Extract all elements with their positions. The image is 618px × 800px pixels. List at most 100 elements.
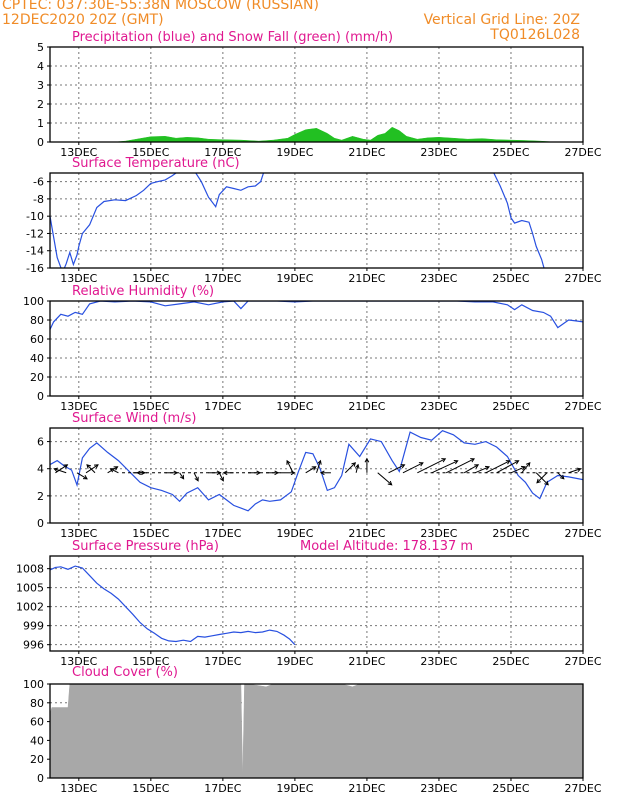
wind-arrow-head [136, 470, 141, 476]
wind-arrow [510, 466, 526, 474]
wind-arrow-head [520, 465, 526, 471]
cloud-xtick-label: 27DEC [564, 782, 601, 795]
wind-ytick-label: 4 [37, 463, 44, 476]
wind-arrow [76, 472, 88, 480]
temp-panel: -16 -14 -12 -10 -8 -6 13DEC 15DEC 17DEC 19DEC 21DE… [26, 156, 602, 285]
temp-xtick-label: 17DEC [204, 272, 241, 285]
pressure-subtitle: Model Altitude: 178.137 m [300, 539, 473, 554]
pressure-xtick-label: 13DEC [60, 655, 97, 668]
rh-ytick-label: 60 [30, 333, 44, 346]
wind-arrow-head [559, 474, 565, 480]
wind-ytick-label: 6 [37, 436, 44, 449]
pressure-data [50, 565, 296, 646]
wind-xtick-label: 15DEC [132, 527, 169, 540]
wind-arrow-head [351, 462, 357, 467]
rh-xtick-label: 21DEC [348, 400, 385, 413]
rh-xtick-label: 13DEC [60, 400, 97, 413]
temp-ytick-label: -8 [33, 193, 44, 206]
wind-arrow-head [364, 457, 370, 463]
wind-arrow-head [216, 470, 222, 476]
wind-arrow [536, 472, 548, 484]
wind-arrow-head [576, 467, 582, 473]
precip-xtick-label: 27DEC [564, 146, 601, 159]
temp-data [50, 173, 545, 268]
wind-arrow-head [387, 480, 393, 486]
rh-xtick-label: 27DEC [564, 400, 601, 413]
rh-xtick-label: 23DEC [420, 400, 457, 413]
wind-arrow-head [86, 464, 92, 469]
wind-arrow [110, 468, 119, 474]
pressure-ytick-label: 999 [23, 620, 44, 633]
wind-arrow-head [256, 470, 262, 476]
rh-ytick-label: 80 [30, 314, 44, 327]
wind-title: Surface Wind (m/s) [72, 411, 196, 426]
temp-xtick-label: 27DEC [564, 272, 601, 285]
wind-xtick-label: 17DEC [204, 527, 241, 540]
wind-arrow-head [470, 458, 476, 463]
precip-xtick-label: 23DEC [420, 146, 457, 159]
wind-data [50, 430, 583, 512]
rh-panel: 0 20 40 60 80 100 13DEC 15DEC 17DEC 19DEC 21DEC 23D… [23, 284, 602, 413]
wind-arrow [485, 460, 510, 474]
temp-xtick-label: 23DEC [420, 272, 457, 285]
header-date: 12DEC2020 20Z (GMT) [2, 12, 164, 28]
pressure-ytick-label: 1002 [16, 601, 44, 614]
pressure-title: Surface Pressure (hPa) [72, 539, 219, 554]
wind-line [50, 430, 583, 512]
cloud-xtick-label: 21DEC [348, 782, 385, 795]
wind-arrow [179, 472, 185, 480]
wind-xtick-label: 25DEC [492, 527, 529, 540]
wind-arrow-head [173, 470, 179, 476]
wind-arrow-head [222, 470, 228, 476]
wind-arrow [402, 462, 424, 474]
cloud-title: Cloud Cover (%) [72, 665, 178, 680]
cloud-ytick-label: 100 [23, 678, 44, 691]
wind-xtick-label: 27DEC [564, 527, 601, 540]
rh-ytick-label: 20 [30, 371, 44, 384]
header-grid-note: Vertical Grid Line: 20Z [423, 12, 580, 28]
precip-area [50, 126, 583, 142]
wind-panel: 0 2 4 6 13DEC 15DEC 17DEC 19DEC 21DEC 23DEC 25DEC 2… [37, 411, 602, 540]
wind-arrow-head [544, 480, 549, 486]
wind-arrow-head [109, 468, 115, 473]
wind-arrow [377, 472, 393, 486]
wind-arrow-head [453, 460, 459, 465]
rh-xtick-label: 19DEC [276, 400, 313, 413]
temp-xtick-label: 25DEC [492, 272, 529, 285]
wind-arrow-head [536, 478, 541, 484]
cloud-xtick-label: 19DEC [276, 782, 313, 795]
wind-arrow [521, 462, 531, 474]
precip-frame [49, 46, 584, 143]
header-code: TQ0126L028 [490, 27, 580, 43]
wind-arrow [344, 462, 356, 474]
wind-arrow-head [93, 464, 99, 469]
cloud-xtick-label: 13DEC [60, 782, 97, 795]
cloud-xtick-label: 23DEC [420, 782, 457, 795]
wind-arrow [388, 464, 405, 474]
wind-arrow [568, 468, 581, 474]
rh-frame [49, 300, 584, 397]
precip-ytick-label: 1 [37, 117, 44, 130]
wind-arrow [86, 464, 96, 474]
temp-line [50, 173, 177, 268]
temp-ytick-label: -6 [33, 176, 44, 189]
precip-panel: 0 1 2 3 4 5 13DEC 15DEC 17DEC 19DEC 21DEC 23DEC 25DE… [37, 30, 602, 159]
rh-xtick-label: 17DEC [204, 400, 241, 413]
wind-arrow-head [474, 464, 480, 469]
precip-xtick-label: 13DEC [60, 146, 97, 159]
temp-xtick-label: 21DEC [348, 272, 385, 285]
wind-arrow [431, 460, 458, 474]
pressure-xtick-label: 23DEC [420, 655, 457, 668]
wind-ytick-label: 0 [37, 517, 44, 530]
rh-ytick-label: 100 [23, 295, 44, 308]
rh-ytick-label: 0 [37, 390, 44, 403]
wind-arrow-head [274, 470, 280, 476]
precip-xtick-label: 15DEC [132, 146, 169, 159]
wind-ytick-label: 2 [37, 490, 44, 503]
wind-arrow [535, 472, 549, 486]
wind-arrow [218, 472, 224, 482]
temp-line [195, 173, 265, 209]
temp-ytick-label: -16 [26, 262, 44, 275]
wind-arrow-head [525, 461, 531, 467]
